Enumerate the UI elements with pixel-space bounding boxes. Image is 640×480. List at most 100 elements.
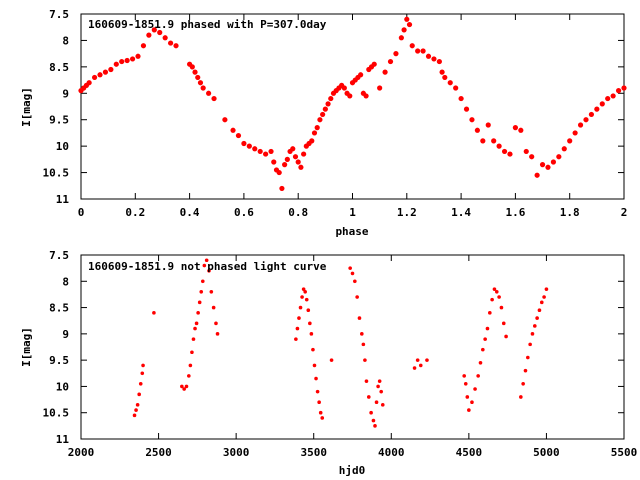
data-point [418,363,423,368]
data-point [348,266,352,270]
data-point [504,334,508,339]
data-point [304,297,309,302]
data-point [499,305,504,310]
data-point [523,368,528,373]
data-point [308,321,312,326]
data-point [188,363,193,368]
data-point [132,413,137,418]
y-tick-label: 10 [56,380,69,393]
data-point [298,305,303,310]
data-point [425,53,432,59]
x-axis-label: phase [335,225,368,238]
data-point [371,418,376,423]
data-point [588,111,595,118]
data-point [194,321,199,326]
data-point [209,290,214,294]
data-point [182,387,186,391]
x-tick-label: 1.4 [451,206,471,219]
y-tick-label: 10 [56,140,69,153]
data-point [415,358,420,362]
data-point [420,48,426,54]
data-point [235,132,242,139]
data-point [309,138,315,144]
data-point [476,374,480,378]
data-point [295,326,300,331]
data-point [311,347,315,352]
x-tick-label: 0 [78,206,85,219]
y-tick-label: 9 [62,328,69,341]
data-point [314,125,320,131]
data-point [204,258,209,263]
data-point [102,69,109,75]
data-point [567,138,573,144]
data-point [491,138,497,144]
data-point [561,146,567,152]
data-point [320,416,325,420]
x-tick-label: 5000 [533,446,560,459]
data-point [599,101,605,107]
data-point [463,106,470,112]
y-tick-label: 7.5 [49,8,69,21]
data-point [322,106,328,112]
data-point [214,321,218,326]
data-point [91,74,98,81]
data-point [152,311,156,315]
data-point [97,72,103,78]
data-point [300,295,304,299]
data-point [376,384,380,389]
y-tick-label: 8 [62,34,69,47]
data-point [453,85,459,91]
data-point [350,271,355,276]
data-point [621,85,627,91]
data-point [572,130,578,136]
x-tick-label: 1.8 [560,206,580,219]
data-point [415,48,421,54]
data-point [341,85,347,91]
data-point [257,148,263,155]
y-tick-label: 10.5 [43,407,70,420]
data-point [329,358,334,362]
data-point [189,64,195,70]
data-point [157,29,163,36]
data-point [526,355,530,360]
data-point [311,130,318,136]
data-point [442,74,448,81]
data-point [436,58,442,65]
data-point [146,32,152,38]
data-point [187,374,191,378]
data-point [190,350,194,355]
data-point [196,311,200,315]
y-tick-label: 8.5 [49,302,69,315]
data-point [458,95,464,102]
data-point [318,410,323,415]
data-point [328,95,334,102]
data-point [377,379,382,383]
data-point [320,111,326,118]
data-point [138,382,143,386]
data-point [279,185,285,192]
data-point [222,117,228,123]
data-point [297,316,301,320]
data-point [358,72,364,78]
data-points [78,16,627,192]
data-point [292,154,299,160]
data-point [290,146,296,152]
data-points [132,258,549,428]
x-tick-label: 0.4 [180,206,200,219]
data-point [268,148,274,155]
data-point [363,358,367,362]
x-tick-label: 2000 [68,446,95,459]
data-point [532,324,537,328]
plot-title: 160609-1851.9 phased with P=307.0day [88,18,327,31]
x-tick-label: 4000 [378,446,405,459]
x-tick-label: 1 [349,206,356,219]
x-tick-label: 0.6 [234,206,254,219]
data-point [556,154,562,160]
data-point [393,51,399,57]
data-point [605,95,611,102]
axis-ticks [80,13,625,200]
data-point [347,93,353,99]
data-point [199,290,204,294]
data-point [195,74,201,81]
